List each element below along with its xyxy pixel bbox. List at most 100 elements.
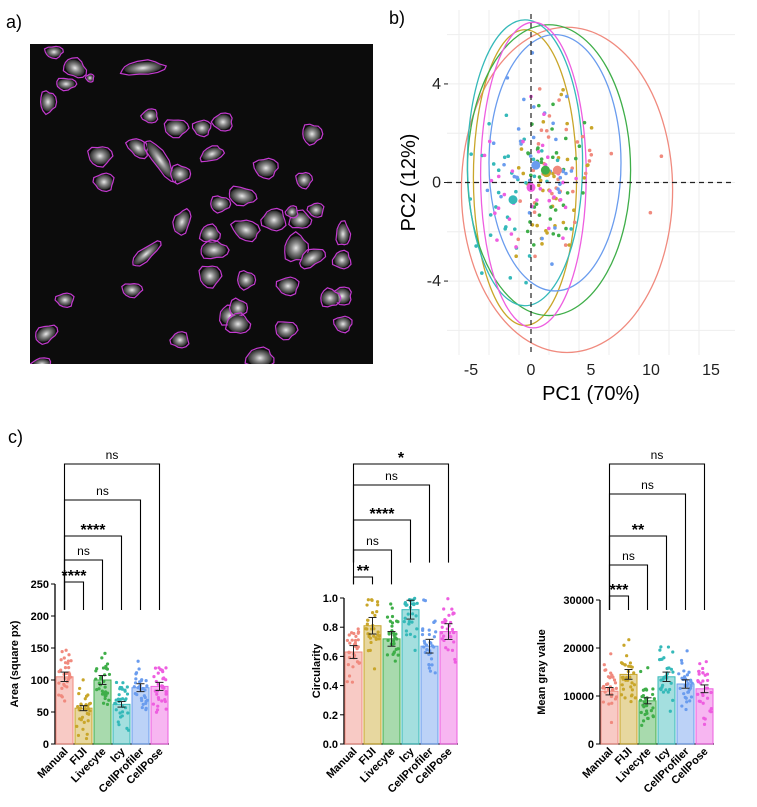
data-point: [561, 88, 565, 92]
y-tick-label: 100: [31, 675, 49, 687]
data-point: [532, 105, 536, 109]
data-point: [432, 635, 436, 639]
data-point: [536, 183, 541, 188]
bar-cellprofiler: [676, 683, 695, 745]
data-point: [347, 650, 351, 654]
pca-y-tick: -4: [427, 273, 441, 290]
data-point: [474, 244, 478, 248]
data-point: [549, 205, 553, 209]
y-tick-label: 250: [31, 579, 49, 591]
data-point: [63, 699, 67, 703]
confidence-ellipse-manual: [460, 26, 674, 354]
data-point: [101, 666, 106, 670]
data-point: [396, 653, 400, 657]
data-point: [145, 684, 149, 688]
data-point: [540, 242, 544, 246]
data-point: [554, 137, 558, 142]
cell: [163, 119, 190, 139]
cell: [198, 265, 223, 289]
cell: [210, 112, 233, 132]
data-point: [365, 627, 369, 631]
data-point: [610, 688, 614, 692]
data-point: [164, 690, 168, 694]
data-point: [556, 233, 561, 238]
cell-outline: [298, 248, 327, 270]
data-point: [604, 668, 608, 672]
data-point: [679, 658, 684, 663]
data-point: [571, 189, 575, 194]
data-point: [134, 677, 138, 681]
data-point: [550, 155, 555, 160]
data-point: [469, 152, 473, 156]
data-point: [666, 690, 670, 694]
cell-outline: [43, 45, 64, 60]
data-point: [522, 97, 526, 102]
data-point: [444, 646, 448, 650]
data-point: [633, 696, 637, 700]
significance-label: *: [398, 450, 405, 467]
data-point: [390, 621, 395, 625]
y-tick-label: 0.8: [323, 622, 338, 634]
cell: [244, 346, 275, 369]
data-point: [427, 632, 431, 637]
data-point: [81, 678, 85, 682]
cell: [62, 56, 88, 79]
cell: [260, 207, 287, 232]
data-point: [569, 169, 574, 173]
data-point: [531, 168, 536, 173]
data-point: [651, 706, 655, 710]
y-tick-label: 0: [43, 739, 49, 751]
data-point: [423, 599, 428, 603]
data-point: [550, 191, 554, 196]
cell: [288, 209, 313, 229]
cell-body: [297, 173, 311, 187]
cell: [56, 77, 78, 92]
data-point: [641, 693, 645, 698]
data-point: [442, 634, 446, 638]
significance-label: ns: [106, 448, 119, 462]
data-point: [376, 633, 380, 637]
data-point: [450, 627, 455, 632]
cell-body: [303, 125, 321, 143]
data-point: [423, 650, 427, 655]
data-point: [506, 154, 511, 159]
cell-outline: [143, 140, 177, 184]
cell-body: [334, 252, 350, 268]
data-point: [376, 630, 380, 634]
data-point: [85, 711, 89, 716]
data-point: [507, 217, 512, 221]
data-point: [619, 693, 624, 697]
cell-outline: [260, 207, 287, 232]
data-point: [94, 677, 98, 681]
data-point: [345, 680, 349, 684]
data-point: [510, 169, 515, 173]
data-point: [525, 229, 530, 234]
data-point: [536, 149, 541, 154]
panel-label-a: a): [6, 12, 23, 32]
data-point: [63, 684, 67, 688]
data-point: [143, 695, 147, 700]
data-point: [639, 710, 643, 715]
data-point: [509, 232, 514, 236]
data-point: [413, 635, 417, 639]
data-point: [697, 672, 701, 676]
data-point: [516, 127, 521, 131]
data-point: [407, 622, 411, 626]
data-point: [420, 633, 425, 637]
cell-outline: [284, 205, 299, 219]
data-point: [348, 641, 352, 645]
data-point: [114, 680, 119, 685]
data-point: [709, 706, 713, 711]
data-point: [132, 685, 136, 689]
cell-outline: [228, 297, 249, 319]
cell-body: [278, 278, 298, 294]
data-point: [644, 709, 649, 713]
data-point: [641, 719, 646, 723]
data-point: [657, 658, 662, 662]
data-point: [581, 191, 585, 195]
data-point: [104, 664, 108, 668]
data-point: [84, 694, 89, 698]
data-point: [688, 686, 693, 690]
data-point: [645, 704, 649, 708]
cell-body: [335, 317, 351, 331]
